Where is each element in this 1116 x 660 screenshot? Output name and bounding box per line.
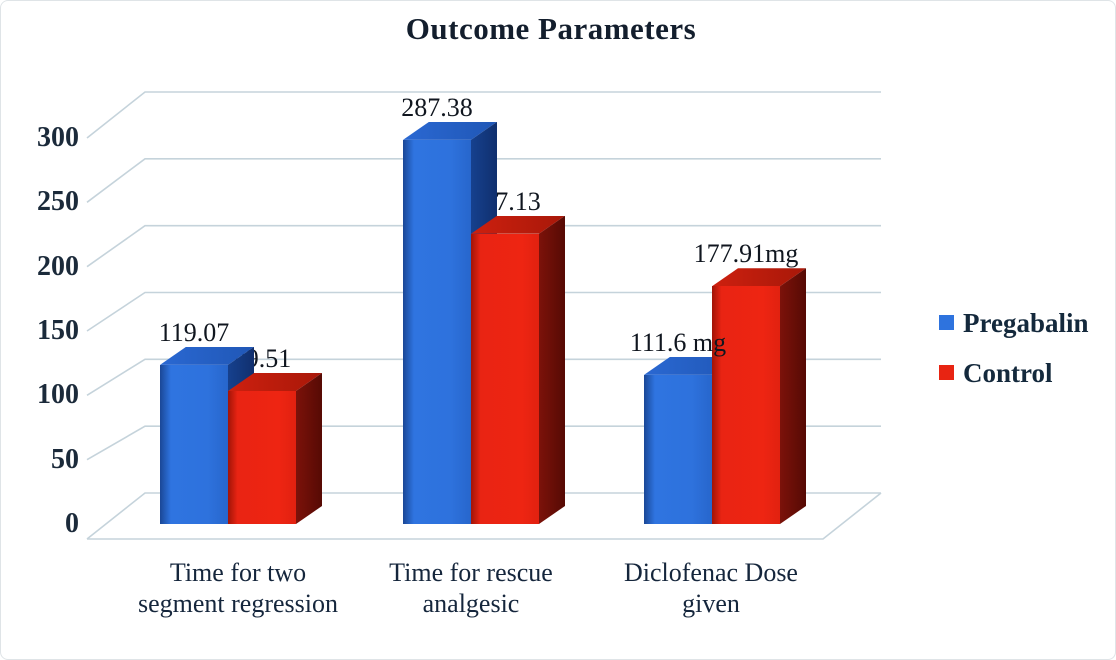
chart-title: Outcome Parameters [405,11,697,46]
y-tick-label: 250 [37,186,79,218]
legend-swatch-control [939,365,954,380]
legend-label-pregabalin: Pregabalin [963,308,1089,338]
bar-face-front [471,233,539,524]
bar-face-top [712,268,806,287]
bar-face-front [403,139,471,524]
y-tick-label: 150 [37,314,79,346]
y-tick-label: 50 [51,443,79,475]
y-tick-label: 300 [37,121,79,153]
bar-face-front [644,374,712,524]
data-label-pregabalin-2: 111.6 mg [629,327,727,357]
y-tick-label: 100 [37,379,79,411]
bar-face-top [160,346,254,365]
bar-face-front [712,286,780,524]
category-label-1: Time for rescue analgesic [389,558,553,618]
bar-face-side [780,268,806,524]
legend-swatch-pregabalin [939,315,954,330]
legend: Pregabalin Control [939,307,1089,407]
bar-face-top [228,372,322,391]
bar-face-top [471,215,565,234]
bar-face-front [160,364,228,524]
bar-control-0 [228,372,322,524]
bar-control-2 [712,268,806,524]
bar-face-front [228,390,296,524]
bar-face-top [403,121,497,140]
bar-face-side [296,373,322,524]
category-label-2: Diclofenac Dose given [624,558,798,618]
legend-item-control: Control [939,357,1089,389]
bar-face-side [539,216,565,524]
legend-item-pregabalin: Pregabalin [939,307,1089,339]
y-tick-label: 200 [37,250,79,282]
data-label-control-2: 177.91mg [693,239,799,269]
legend-label-control: Control [963,358,1053,388]
bar-control-1 [471,215,565,524]
category-label-0: Time for two segment regression [137,558,338,618]
data-label-pregabalin-0: 119.07 [158,317,230,347]
y-tick-label: 0 [65,508,79,539]
data-label-pregabalin-1: 287.38 [401,92,473,122]
